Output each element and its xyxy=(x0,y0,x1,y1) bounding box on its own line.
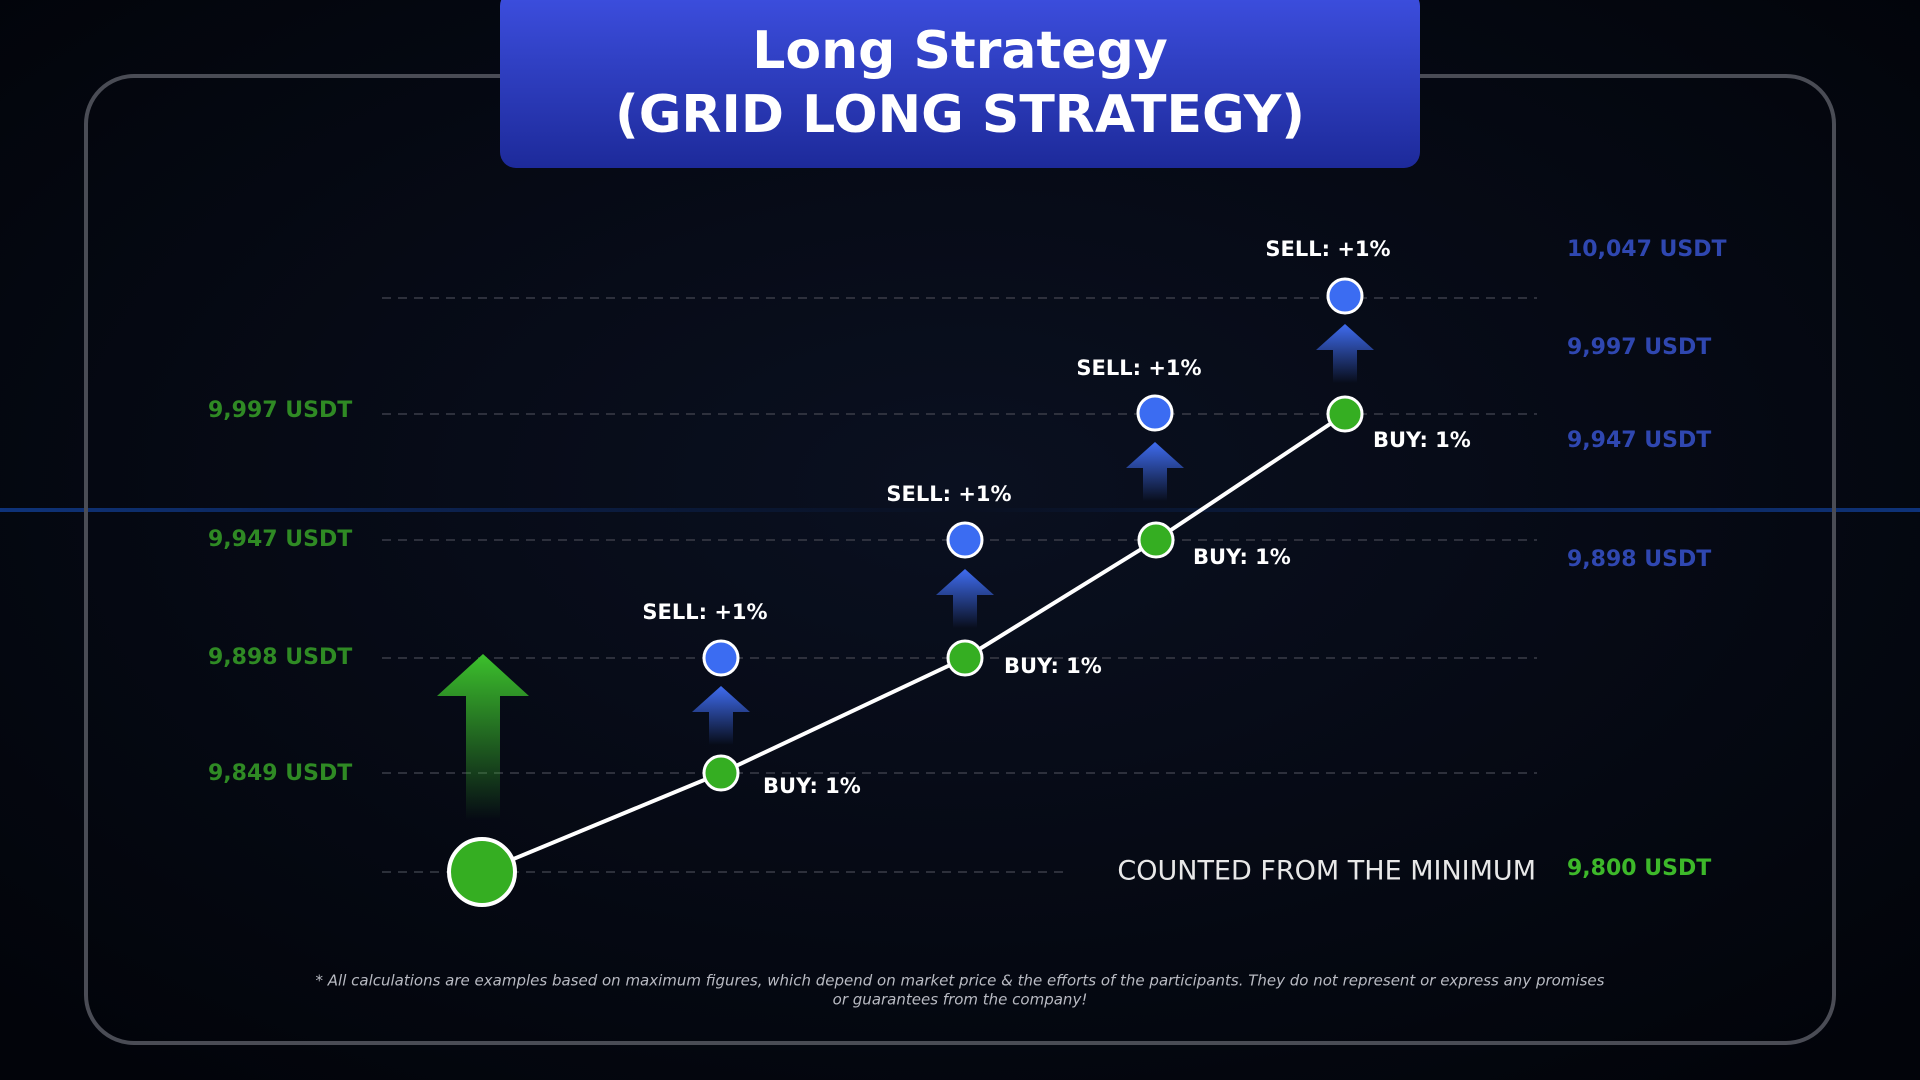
buy-label: BUY: 1% xyxy=(1373,428,1471,452)
start-point xyxy=(447,837,517,907)
footnote: or guarantees from the company! xyxy=(833,991,1088,1009)
left-label: 9,997 USDT xyxy=(208,398,352,423)
sell-point xyxy=(1136,394,1174,432)
title-box xyxy=(500,0,1420,168)
buy-label: BUY: 1% xyxy=(1004,654,1102,678)
left-label: 9,898 USDT xyxy=(208,645,352,670)
buy-point xyxy=(946,639,984,677)
blue-arrow xyxy=(1316,324,1374,383)
blue-arrows xyxy=(692,324,1374,745)
sell-point xyxy=(702,639,740,677)
right-label: 9,997 USDT xyxy=(1567,335,1711,360)
left-label: 9,947 USDT xyxy=(208,527,352,552)
green-arrow xyxy=(437,654,529,820)
buy-label: BUY: 1% xyxy=(1193,545,1291,569)
title: Long Strategy xyxy=(752,21,1168,81)
footnote: * All calculations are examples based on… xyxy=(316,972,1605,990)
sell-point xyxy=(946,521,984,559)
title: (GRID LONG STRATEGY) xyxy=(615,85,1305,145)
sell-point xyxy=(1326,277,1364,315)
sell-label: SELL: +1% xyxy=(1076,356,1201,380)
buy-point xyxy=(702,754,740,792)
left-label: 9,849 USDT xyxy=(208,761,352,786)
buy-point xyxy=(1326,395,1364,433)
right-label: 10,047 USDT xyxy=(1567,237,1727,262)
blue-arrow xyxy=(1126,442,1184,501)
note: COUNTED FROM THE MINIMUM xyxy=(1117,856,1536,887)
buy-points xyxy=(702,395,1364,792)
blue-arrow xyxy=(692,686,750,745)
blue-arrow xyxy=(936,569,994,628)
right-label: 9,947 USDT xyxy=(1567,428,1711,453)
sell-points xyxy=(702,277,1364,677)
sell-label: SELL: +1% xyxy=(642,600,767,624)
buy-label: BUY: 1% xyxy=(763,774,861,798)
right-label: 9,800 USDT xyxy=(1567,856,1711,881)
right-label: 9,898 USDT xyxy=(1567,547,1711,572)
buy-point xyxy=(1137,521,1175,559)
sell-label: SELL: +1% xyxy=(1265,237,1390,261)
glow-line xyxy=(0,508,1920,512)
sell-label: SELL: +1% xyxy=(886,482,1011,506)
